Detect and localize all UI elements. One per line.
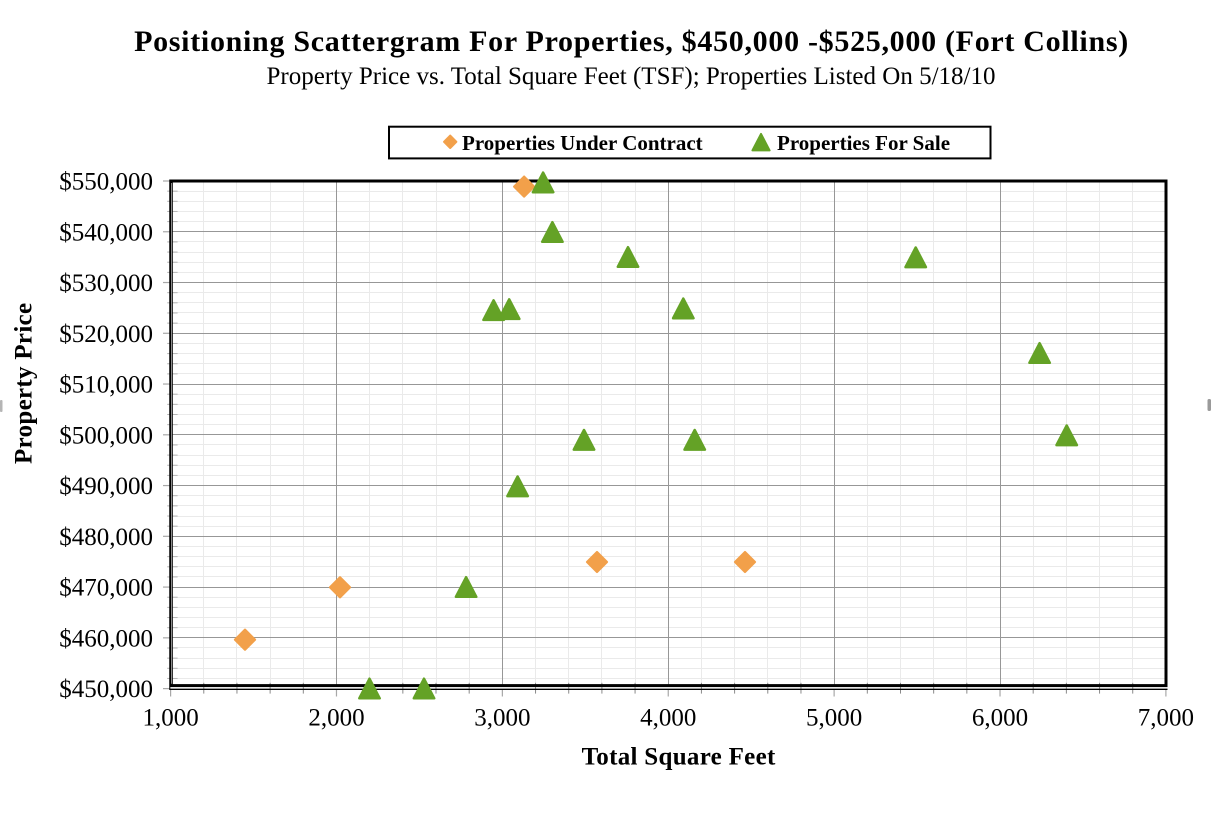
svg-text:Property Price: Property Price [11,303,38,464]
svg-text:Properties Under Contract: Properties Under Contract [462,131,703,155]
svg-text:7,000: 7,000 [1138,704,1194,731]
svg-text:4,000: 4,000 [640,704,696,731]
svg-text:Property Price vs. Total Squar: Property Price vs. Total Square Feet (TS… [267,63,996,90]
svg-text:$460,000: $460,000 [59,625,153,652]
svg-text:$540,000: $540,000 [59,219,153,246]
svg-text:Positioning Scattergram For Pr: Positioning Scattergram For Properties, … [134,25,1129,58]
svg-text:Properties For Sale: Properties For Sale [777,131,950,155]
svg-text:$500,000: $500,000 [59,422,153,449]
svg-text:$480,000: $480,000 [59,524,153,551]
svg-text:$470,000: $470,000 [59,575,153,602]
svg-text:1,000: 1,000 [142,704,198,731]
svg-text:Total Square Feet: Total Square Feet [582,744,776,771]
svg-text:$530,000: $530,000 [59,270,153,297]
svg-text:$450,000: $450,000 [59,676,153,703]
svg-text:2,000: 2,000 [308,704,364,731]
svg-text:6,000: 6,000 [972,704,1028,731]
svg-text:$550,000: $550,000 [59,169,153,196]
svg-text:5,000: 5,000 [806,704,862,731]
svg-text:$510,000: $510,000 [59,372,153,399]
svg-text:$520,000: $520,000 [59,321,153,348]
svg-text:$490,000: $490,000 [59,473,153,500]
svg-text:3,000: 3,000 [474,704,530,731]
